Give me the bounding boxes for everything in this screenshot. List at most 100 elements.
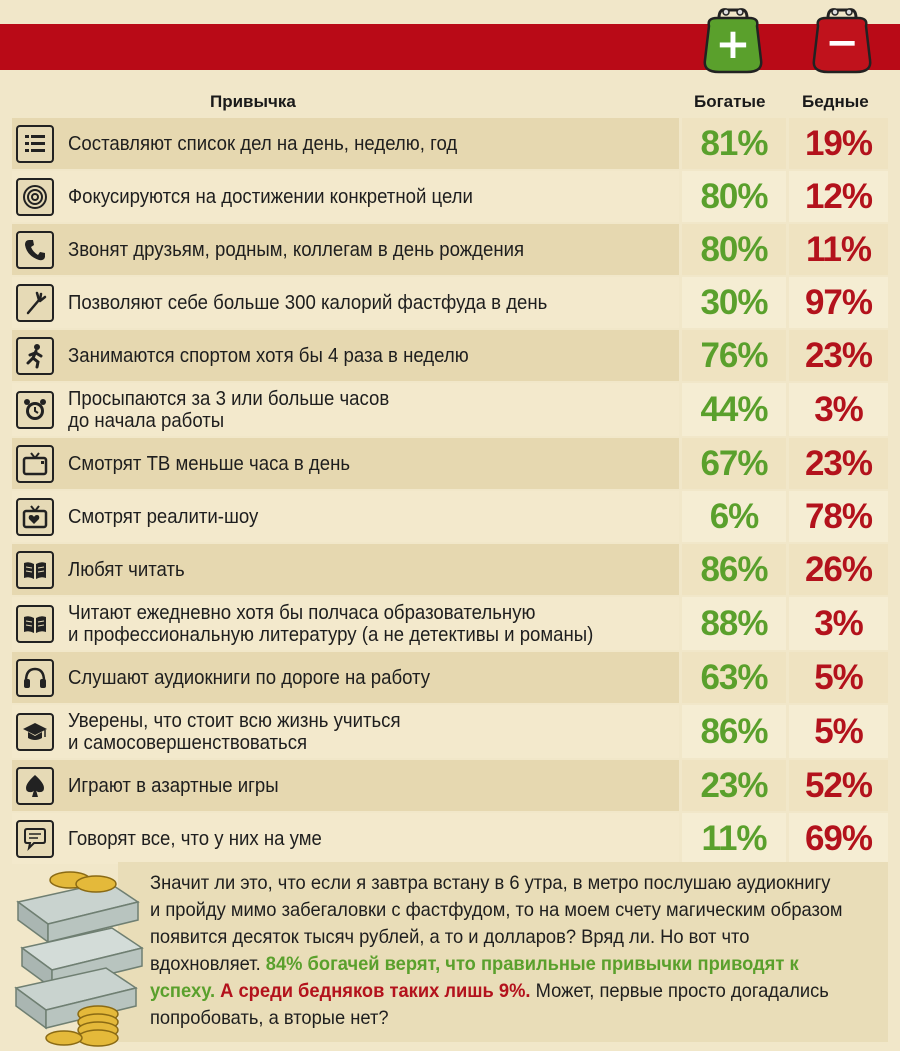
table-row: Смотрят реалити-шоу 6% 78% [12, 491, 888, 542]
habit-text: Позволяют себе больше 300 калорий фастфу… [68, 291, 548, 314]
table-row: Читают ежедневно хотя бы полчаса образов… [12, 597, 888, 650]
rich-percent: 76% [682, 330, 786, 381]
rich-percent: 23% [682, 760, 786, 811]
poor-percent: 23% [789, 330, 888, 381]
poor-percent: 11% [789, 224, 888, 275]
note-background [118, 862, 888, 1042]
rich-percent: 88% [682, 597, 786, 650]
rich-percent: 86% [682, 544, 786, 595]
poor-percent: 52% [789, 760, 888, 811]
table-row: Любят читать 86% 26% [12, 544, 888, 595]
poor-percent: 69% [789, 813, 888, 864]
habit-cell: Говорят все, что у них на уме [12, 813, 679, 864]
summary-note: Значит ли это, что если я завтра встану … [150, 870, 846, 1032]
habit-cell: Любят читать [12, 544, 679, 595]
table-row: Играют в азартные игры 23% 52% [12, 760, 888, 811]
habit-cell: Просыпаются за 3 или больше часов до нач… [12, 383, 679, 436]
poor-percent: 26% [789, 544, 888, 595]
habits-table: Составляют список дел на день, неделю, г… [12, 118, 888, 866]
rich-percent: 44% [682, 383, 786, 436]
habit-text: Говорят все, что у них на уме [68, 827, 322, 850]
poor-percent: 12% [789, 171, 888, 222]
habit-text: Фокусируются на достижении конкретной це… [68, 185, 473, 208]
habit-column-header: Привычка [210, 92, 296, 111]
tv-heart-icon [16, 497, 54, 536]
alarm-clock-icon [16, 390, 54, 429]
table-row: Уверены, что стоит всю жизнь учиться и с… [12, 705, 888, 758]
rich-column-header: Богатые [694, 92, 766, 111]
poor-percent: 23% [789, 438, 888, 489]
bottom-note-section: Значит ли это, что если я завтра встану … [0, 862, 900, 1051]
list-icon [16, 124, 54, 163]
table-row: Просыпаются за 3 или больше часов до нач… [12, 383, 888, 436]
spade-icon [16, 766, 54, 805]
table-row: Фокусируются на достижении конкретной це… [12, 171, 888, 222]
habit-cell: Смотрят реалити-шоу [12, 491, 679, 542]
tv-icon [16, 444, 54, 483]
habit-text: Слушают аудиокниги по дороге на работу [68, 666, 431, 689]
rich-percent: 67% [682, 438, 786, 489]
rich-percent: 6% [682, 491, 786, 542]
habit-text: Уверены, что стоит всю жизнь учиться и с… [68, 709, 401, 754]
poor-purse-icon: − [812, 8, 872, 74]
poor-percent: 5% [789, 705, 888, 758]
poor-percent: 97% [789, 277, 888, 328]
rich-purse-icon: + [703, 8, 763, 74]
habit-text: Любят читать [68, 558, 185, 581]
habit-text: Составляют список дел на день, неделю, г… [68, 132, 458, 155]
poor-percent: 78% [789, 491, 888, 542]
rich-percent: 63% [682, 652, 786, 703]
rich-sign: + [715, 19, 750, 68]
note-text-1: Значит ли это, что если я завтра встану … [150, 872, 843, 975]
habit-text: Играют в азартные игры [68, 774, 279, 797]
habit-cell: Составляют список дел на день, неделю, г… [12, 118, 679, 169]
poor-percent: 3% [789, 383, 888, 436]
rich-percent: 80% [682, 171, 786, 222]
table-row: Смотрят ТВ меньше часа в день 67% 23% [12, 438, 888, 489]
habit-text: Просыпаются за 3 или больше часов до нач… [68, 387, 390, 432]
rich-percent: 11% [682, 813, 786, 864]
habit-text: Читают ежедневно хотя бы полчаса образов… [68, 601, 594, 646]
habit-cell: Слушают аудиокниги по дороге на работу [12, 652, 679, 703]
table-row: Слушают аудиокниги по дороге на работу 63… [12, 652, 888, 703]
rich-percent: 80% [682, 224, 786, 275]
book-icon [16, 604, 54, 643]
table-row: Говорят все, что у них на уме 11% 69% [12, 813, 888, 864]
habit-text: Занимаются спортом хотя бы 4 раза в неде… [68, 344, 469, 367]
habit-cell: Звонят друзьям, родным, коллегам в день … [12, 224, 679, 275]
headphones-icon [16, 658, 54, 697]
graduation-cap-icon [16, 712, 54, 751]
note-highlight-rich: 84% богачей верят, что правильные привыч… [150, 953, 799, 1002]
target-icon [16, 177, 54, 216]
table-row: Занимаются спортом хотя бы 4 раза в неде… [12, 330, 888, 381]
habit-text: Звонят друзьям, родным, коллегам в день … [68, 238, 525, 261]
habit-cell: Читают ежедневно хотя бы полчаса образов… [12, 597, 679, 650]
habit-cell: Уверены, что стоит всю жизнь учиться и с… [12, 705, 679, 758]
money-stack-icon [14, 871, 144, 1047]
habit-cell: Занимаются спортом хотя бы 4 раза в неде… [12, 330, 679, 381]
habit-cell: Играют в азартные игры [12, 760, 679, 811]
habit-text: Смотрят ТВ меньше часа в день [68, 452, 351, 475]
habit-cell: Смотрят ТВ меньше часа в день [12, 438, 679, 489]
table-row: Позволяют себе больше 300 калорий фастфу… [12, 277, 888, 328]
note-highlight-poor: А среди бедняков таких лишь 9%. [220, 980, 531, 1002]
rich-percent: 30% [682, 277, 786, 328]
note-text-2: Может, первые просто догадались попробов… [150, 980, 829, 1029]
poor-percent: 5% [789, 652, 888, 703]
poor-sign: − [825, 20, 859, 66]
habit-cell: Фокусируются на достижении конкретной це… [12, 171, 679, 222]
fork-icon [16, 283, 54, 322]
phone-icon [16, 230, 54, 269]
runner-icon [16, 336, 54, 375]
rich-percent: 86% [682, 705, 786, 758]
rich-percent: 81% [682, 118, 786, 169]
habit-text: Смотрят реалити-шоу [68, 505, 259, 528]
table-header: Привычка Богатые Бедные [0, 88, 900, 116]
poor-percent: 19% [789, 118, 888, 169]
poor-percent: 3% [789, 597, 888, 650]
table-row: Звонят друзьям, родным, коллегам в день … [12, 224, 888, 275]
speech-bubble-icon [16, 819, 54, 858]
table-row: Составляют список дел на день, неделю, г… [12, 118, 888, 169]
book-icon [16, 550, 54, 589]
habit-cell: Позволяют себе больше 300 калорий фастфу… [12, 277, 679, 328]
